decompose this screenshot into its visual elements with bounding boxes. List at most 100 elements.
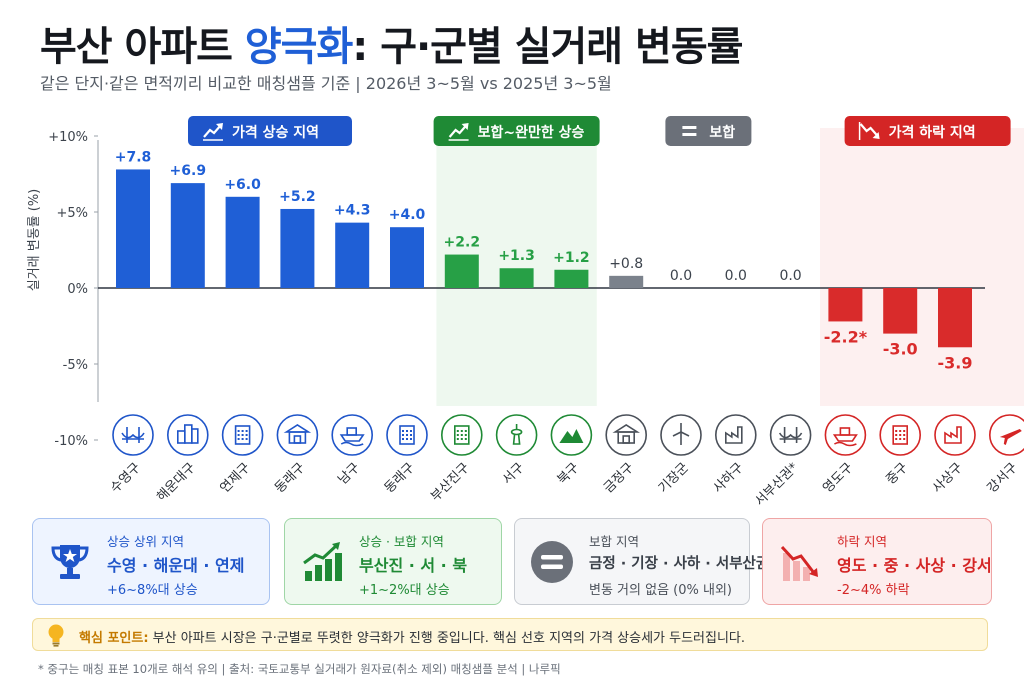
icon-path [121,432,145,439]
y-tick-label: +10% [48,130,88,145]
icon-circle [276,414,319,456]
data-label: +6.9 [170,163,207,179]
card-flat: 보합 지역 금정 · 기장 · 사하 · 서부산권 변동 거의 없음 (0% 내… [514,518,769,605]
title-suffix: : 구·군별 실거래 변동률 [352,24,743,70]
title-prefix: 부산 아파트 [40,24,245,70]
category-label: 사하구 [711,460,747,496]
footnote: * 중구는 매칭 표본 10개로 해석 유의 | 출처: 국토교통부 실거래가 … [38,662,561,676]
icon-path [461,123,469,130]
icon-path [682,126,697,129]
icon-path [340,441,364,447]
icon-path [241,430,244,432]
trophy-icon [51,545,89,579]
category-label: 해운대구 [154,460,198,504]
equal-icon [682,126,697,136]
key-point-text: 핵심 포인트: 부산 아파트 시장은 구·군별로 뚜렷한 양극화가 진행 중입니… [79,627,745,646]
icon-path [859,123,879,137]
icon-path [406,430,408,432]
icon-path [999,429,1022,445]
bar [609,275,644,288]
ship-icon [331,414,374,456]
bar [938,288,972,348]
group-badge-label: 가격 상승 지역 [232,124,319,141]
key-point-label: 핵심 포인트: [79,631,149,646]
data-label: +0.8 [609,256,643,272]
group-badge-bg [844,116,1011,146]
icon-path [464,434,467,436]
icon-path [456,438,459,440]
building-icon [221,414,264,456]
icon-path [510,428,523,436]
factory-icon [714,414,757,456]
icon-path [833,441,857,447]
category-label: 남구 [336,460,364,488]
bar-chart-up-icon [303,542,342,581]
icon-path [245,430,248,432]
icon-path [245,438,248,440]
data-label: +2.2 [444,235,481,251]
icon-path [410,430,412,432]
temple-icon [605,414,648,456]
icon-path [456,434,459,436]
card-description: +6~8%대 상승 [107,583,198,598]
icon-path [448,124,468,138]
bar [828,288,863,322]
equal-icon [531,541,573,583]
icon-path [245,434,248,436]
card-description: 변동 거의 없음 (0% 내외) [589,583,732,598]
building-icon [879,414,922,456]
icon-path [892,425,909,445]
category-label: 부산진구 [428,460,472,504]
category-label: 사상구 [930,460,966,496]
icon-path [559,429,584,443]
y-tick-label: -5% [63,358,88,373]
group-badge: 가격 상승 지역 [188,116,352,146]
icon-circle [550,414,593,456]
key-point-body: 부산 아파트 시장은 구·군별로 뚜렷한 양극화가 진행 중입니다. 핵심 선호… [148,631,746,646]
icon-path [453,425,470,445]
page-title: 부산 아파트 양극화: 구·군별 실거래 변동률 [40,14,743,72]
data-label: +6.0 [224,177,261,193]
data-label: -2.2* [824,327,868,346]
key-point-banner: 핵심 포인트: 부산 아파트 시장은 구·군별로 뚜렷한 양극화가 진행 중입니… [32,618,988,651]
data-label: +4.3 [334,203,371,219]
icon-path [464,430,467,432]
group-badge-bg [433,116,600,146]
icon-circle [167,414,209,456]
group-badge-label: 보합 [709,124,735,141]
icon-path [237,430,240,432]
icon-path [839,427,851,436]
icon-path [191,428,199,444]
icon-path [406,438,408,440]
category-label: 강서구 [985,460,1021,496]
icon-path [672,431,682,437]
icon-path [410,438,412,440]
icon-path [402,430,404,432]
category-label: 금정구 [601,460,637,496]
category-label: 영도구 [820,460,856,496]
trend-down-icon [858,122,880,140]
group-badge: 가격 하락 지역 [844,116,1011,146]
bar-chart: +10% +5% 0% -5% -10% 실거래 변동률 (%) 가격 상승 지역 보합~완만… [27,116,1024,509]
category-label: 수영구 [108,460,144,496]
icon-path [622,435,631,444]
page-subtitle: 같은 단지·같은 면적끼리 비교한 매칭샘플 기준 | 2026년 3~5월 v… [40,74,612,93]
icon-path [237,434,240,436]
icon-path [241,434,244,436]
icon-path [899,434,902,436]
bar [444,254,479,288]
building-icon [386,414,428,456]
icon-path [680,431,690,437]
icon-path [402,438,404,440]
icon-path [456,430,459,432]
icon-path [903,434,906,436]
icon-path [399,425,415,445]
icon-path [682,133,697,136]
icon-path [203,124,222,138]
category-label: 북구 [555,460,583,488]
y-tick-label: +5% [56,206,88,221]
trend-up-icon [203,123,223,141]
icon-path [402,434,404,436]
lightbulb-icon [48,624,64,647]
bridge-icon [769,414,812,456]
